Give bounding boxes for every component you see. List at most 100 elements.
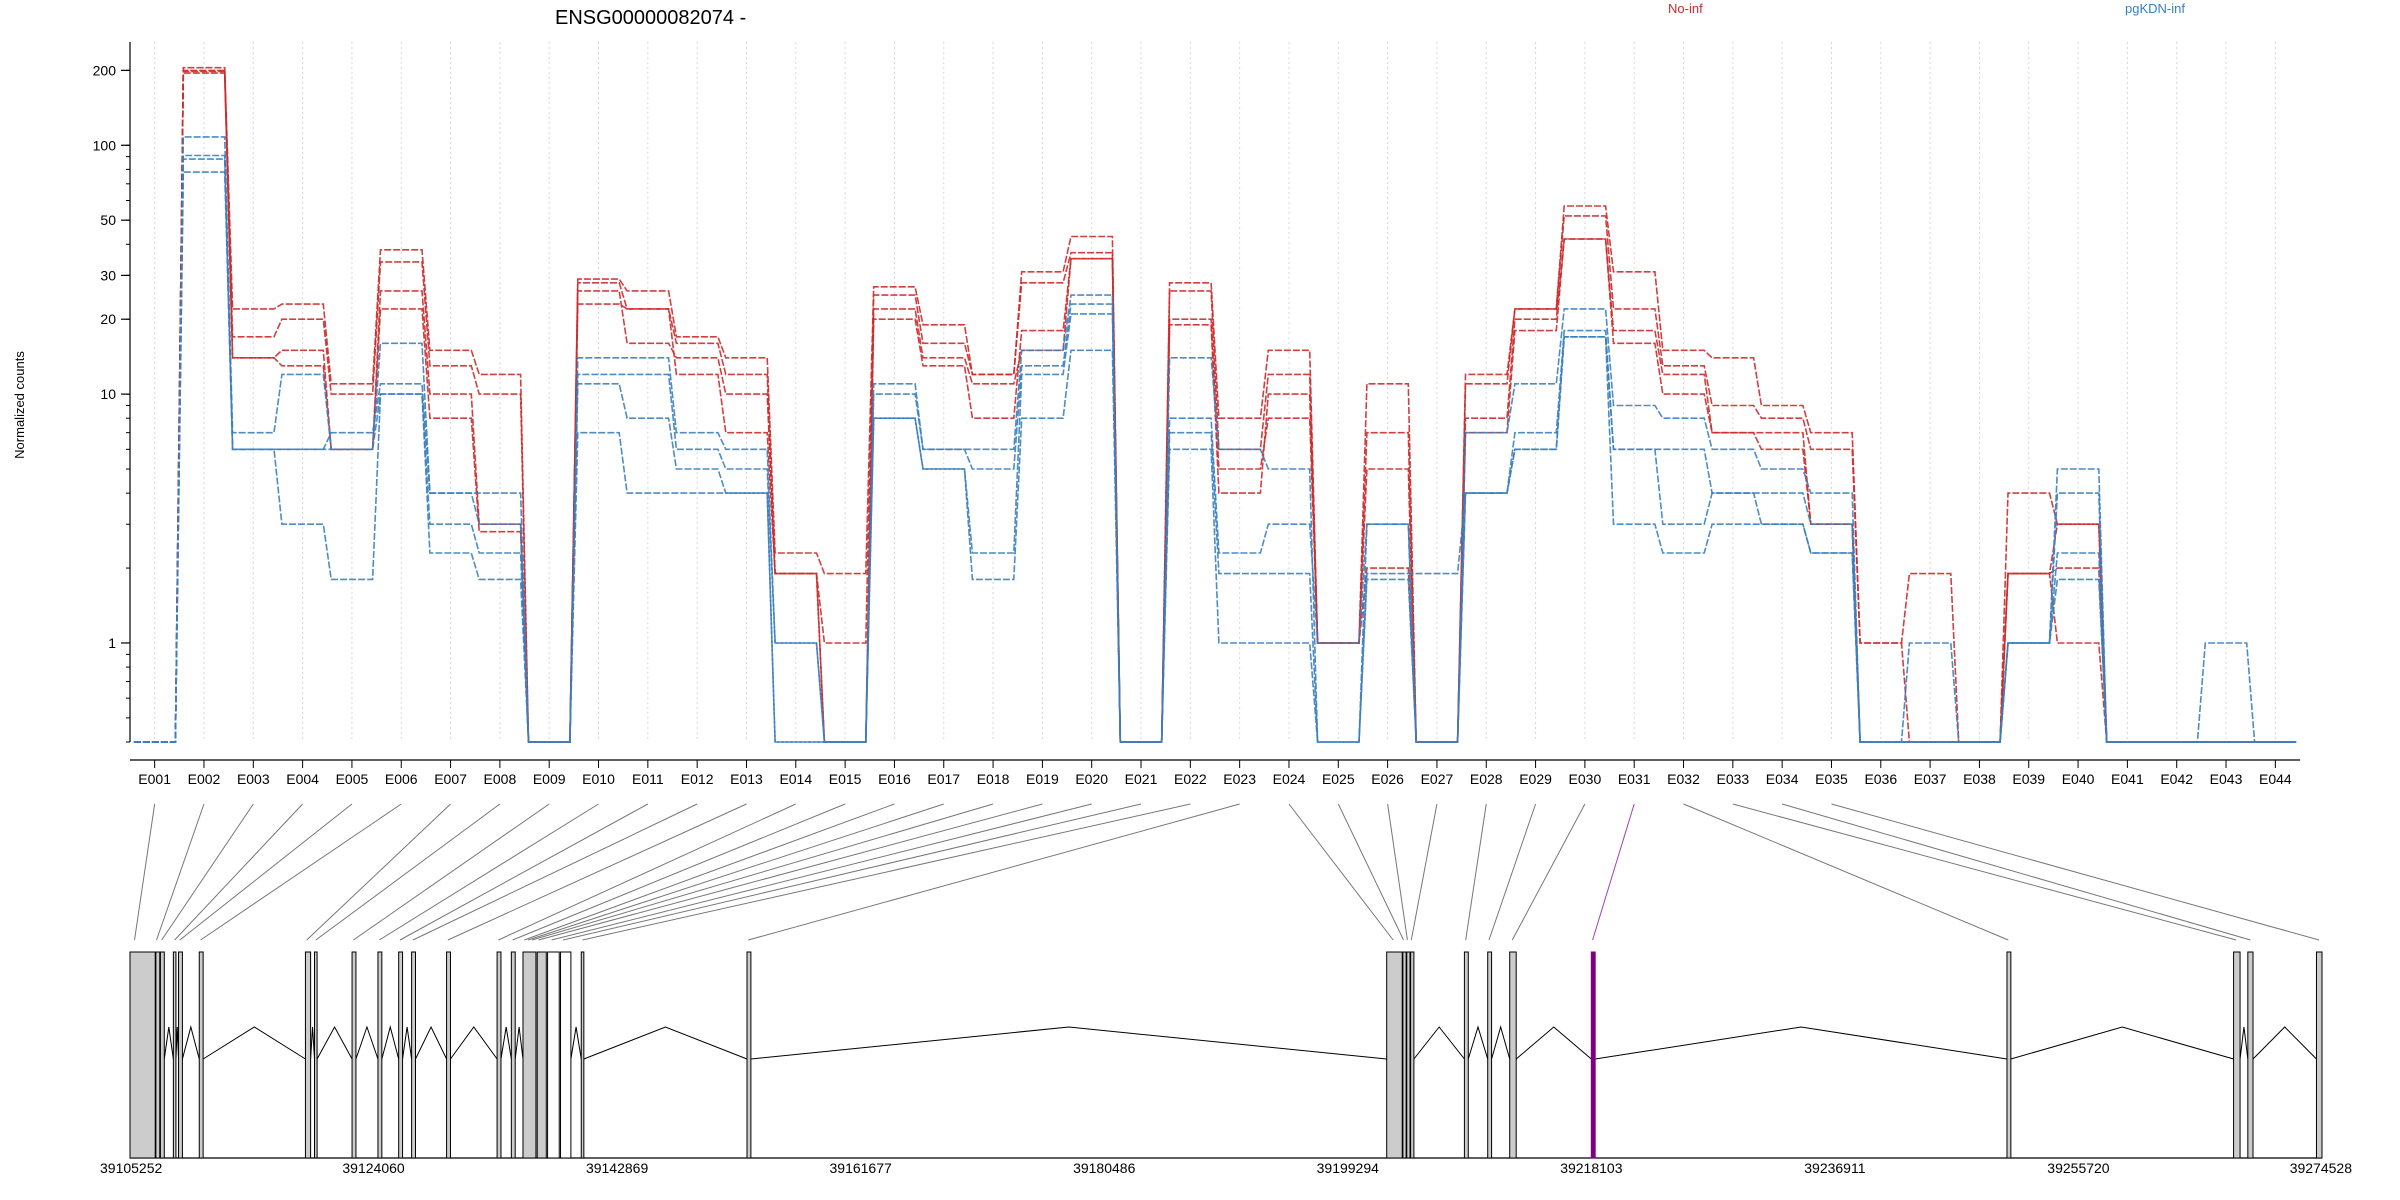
intron-connector [402,1026,413,1060]
exon-link [1782,803,2251,941]
exon-box [2233,951,2241,1159]
legend-label-pgkdn-inf: pgKDN-inf [2125,1,2185,16]
exon-link [378,803,599,941]
series-line-pgkdn-inf-5 [133,136,2297,743]
genome-coordinate-label: 39218103 [1560,1160,1623,1176]
chart-title: ENSG00000082074 - [555,7,746,29]
y-tick-label-200: 200 [93,62,117,78]
x-tick-label-e014: E014 [779,771,812,787]
x-tick-label-e006: E006 [385,771,418,787]
exon-link [315,803,501,941]
intron-connector [583,1026,748,1060]
x-tick-label-e005: E005 [336,771,369,787]
intron-connector [1515,1026,1592,1060]
x-tick-label-e004: E004 [286,771,319,787]
x-tick-label-e015: E015 [829,771,862,787]
intron-connector [2252,1026,2317,1060]
intron-connector [750,1026,1387,1060]
y-tick-label-20: 20 [100,311,116,327]
exon-box [198,951,204,1159]
exon-link [528,803,944,941]
x-tick-labels: E001 E002 E003 E004 E005 E006 E007 E008 E009 E010… [138,760,2292,787]
exon-link [306,803,451,941]
exon-link [1465,803,1487,941]
exon-box [2247,951,2254,1159]
intron-connector [355,1025,379,1060]
x-tick-label-e025: E025 [1322,771,1355,787]
intron-connector [500,1026,512,1060]
exon-link [538,803,1043,941]
exon-link [1337,803,1404,941]
x-tick-label-e043: E043 [2210,771,2243,787]
y-tick-label-1: 1 [108,635,116,651]
x-tick-label-e013: E013 [730,771,763,787]
exon-box [351,951,357,1159]
intron-connector [202,1026,306,1060]
exon-link [353,803,550,941]
x-tick-label-e031: E031 [1618,771,1651,787]
x-tick-label-e042: E042 [2160,771,2193,787]
x-tick-label-e023: E023 [1223,771,1256,787]
y-tick-label-30: 30 [100,267,116,283]
x-tick-label-e009: E009 [533,771,566,787]
exon-link [1488,803,1537,941]
exon-link [551,803,1092,941]
exon-link [1410,803,1438,941]
x-tick-label-e026: E026 [1371,771,1404,787]
exon-box [1410,951,1415,1159]
x-tick-label-e011: E011 [632,771,664,787]
exon-box [304,951,312,1159]
intron-connector [415,1025,448,1060]
exon-link [1511,803,1586,941]
x-tick-label-e040: E040 [2062,771,2095,787]
y-tick-label-10: 10 [100,386,116,402]
genome-coordinate-label: 39161677 [830,1160,893,1176]
exon-link [1387,803,1408,941]
exon-box [314,951,318,1159]
intron-connector [2010,1026,2234,1060]
series-line-pgkdn-inf-7 [133,158,2297,743]
y-tick-label-100: 100 [93,137,117,153]
intron-connector [450,1026,498,1060]
intron-connector [181,1025,200,1060]
x-tick-label-e021: E021 [1125,771,1158,787]
exon-box [159,951,165,1159]
intron-connector [1467,1025,1489,1060]
exon-box [155,951,161,1159]
exon-box [1509,951,1517,1159]
axes: 1 10 20 30 50 100 200 [93,42,2300,761]
x-tick-label-e018: E018 [977,771,1010,787]
exon-link [399,803,649,941]
x-tick-label-e034: E034 [1766,771,1799,787]
y-axis-label: Normalized counts [12,351,27,459]
exon-link [563,803,1142,941]
intron-connector [1491,1025,1511,1060]
exon-box [2315,951,2323,1159]
x-tick-label-e003: E003 [237,771,270,787]
exon-box [746,951,752,1159]
genome-coordinate-label: 39199294 [1317,1160,1380,1176]
x-tick-label-e010: E010 [582,771,615,787]
x-tick-label-e020: E020 [1075,771,1108,787]
intron-connector [514,1026,524,1060]
genome-coordinate-label: 39142869 [586,1160,649,1176]
exon-link [412,803,698,941]
exon-box [522,951,537,1159]
x-tick-label-e019: E019 [1026,771,1059,787]
y-tick-label-50: 50 [100,212,116,228]
x-tick-label-e017: E017 [927,771,960,787]
exon-box [560,951,572,1159]
genome-coordinate-label: 39274528 [2290,1160,2353,1176]
intron-connector [1595,1026,2008,1060]
exon-link [447,803,747,941]
exon-link [512,803,846,941]
intron-connector [381,1025,400,1060]
x-tick-label-e035: E035 [1815,771,1848,787]
exon-link [498,803,797,941]
exon-box [580,951,585,1159]
genome-coordinate-label: 39180486 [1073,1160,1136,1176]
x-tick-label-e022: E022 [1174,771,1207,787]
x-tick-label-e002: E002 [188,771,221,787]
exon-box [178,951,183,1159]
